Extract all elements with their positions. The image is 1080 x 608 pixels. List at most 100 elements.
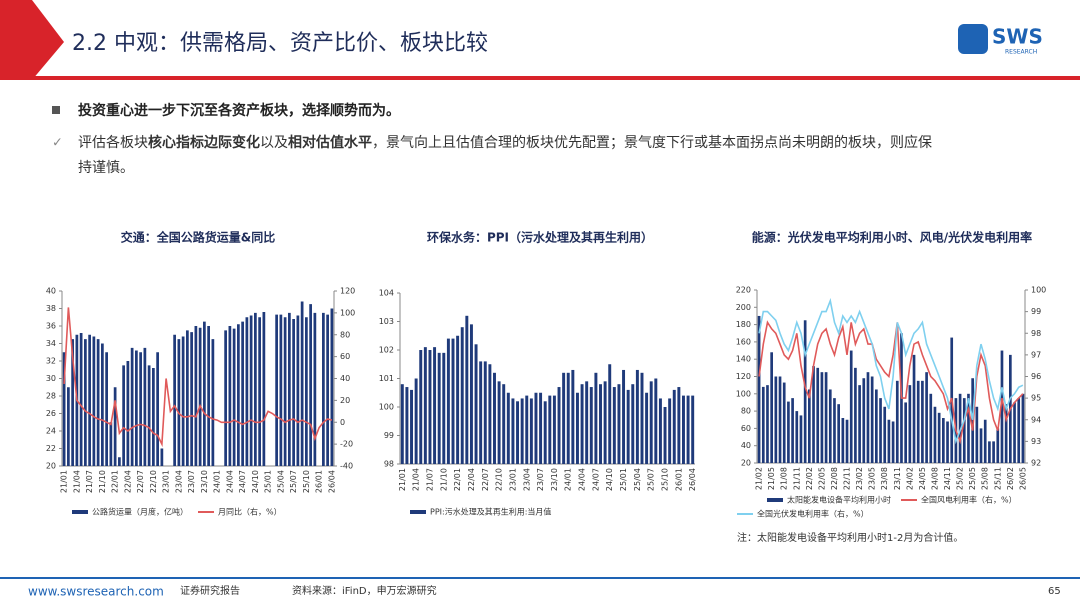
x-tick-label: 22/04: [467, 468, 476, 491]
x-tick-label: 24/07: [238, 470, 247, 493]
x-tick-label: 24/10: [251, 470, 260, 493]
bar: [497, 381, 501, 464]
bar: [958, 393, 962, 463]
bar: [451, 338, 455, 464]
y-tick-label: 100: [379, 403, 394, 412]
bar: [908, 385, 912, 463]
bar: [305, 317, 308, 466]
bar: [677, 387, 681, 464]
bar: [296, 315, 300, 466]
bar: [757, 315, 761, 463]
bar: [608, 364, 612, 464]
bar: [322, 312, 325, 466]
x-tick-label: 24/05: [918, 467, 927, 490]
bar: [603, 381, 607, 464]
x-tick-label: 22/01: [111, 470, 120, 493]
bar: [516, 401, 520, 464]
bar: [766, 385, 769, 463]
x-tick-label: 21/01: [398, 468, 407, 491]
y-tick-label: 24: [46, 427, 56, 436]
bar: [841, 418, 845, 463]
bar: [562, 372, 566, 464]
bar: [996, 428, 1000, 463]
legend-label: PPI:污水处理及其再生利用:当月值: [430, 507, 551, 517]
bar: [190, 332, 193, 466]
bar: [258, 317, 261, 466]
footer-site: www.swsresearch.com: [28, 585, 164, 599]
bar: [761, 386, 765, 463]
bar: [929, 393, 933, 463]
bar: [428, 350, 432, 464]
legend-swatch: [767, 498, 783, 502]
bar: [904, 402, 907, 463]
bar: [275, 314, 278, 466]
x-tick-label: 26/04: [327, 470, 336, 493]
legend-label: 公路货运量（月度，亿吨）: [92, 507, 188, 517]
x-tick-label: 23/05: [868, 467, 877, 490]
bar: [405, 387, 409, 464]
bar: [135, 350, 138, 466]
bar: [816, 367, 820, 463]
bar: [228, 326, 232, 466]
x-tick-label: 23/11: [893, 467, 902, 490]
x-tick-label: 24/11: [943, 467, 952, 490]
logo-sub: RESEARCH: [1005, 49, 1037, 56]
bar: [113, 387, 117, 466]
y-tick-label: 60: [741, 424, 751, 433]
bar: [520, 398, 524, 464]
bar: [992, 441, 995, 463]
bar: [795, 411, 799, 463]
bar: [410, 389, 413, 464]
header-accent: [0, 0, 64, 80]
bar: [548, 395, 552, 464]
x-tick-label: 25/01: [264, 470, 273, 493]
y-tick-label: 160: [736, 337, 751, 346]
bar: [612, 387, 616, 464]
bar: [207, 326, 210, 466]
x-tick-label: 21/10: [98, 470, 107, 493]
x-tick-label: 21/01: [60, 470, 69, 493]
bar: [502, 384, 506, 464]
bar: [983, 419, 987, 463]
x-tick-label: 25/11: [993, 467, 1002, 490]
x-tick-label: 26/01: [674, 468, 683, 491]
bar: [774, 376, 778, 463]
bar: [506, 392, 510, 464]
bar: [575, 392, 579, 464]
bar: [1004, 404, 1008, 463]
bar: [672, 389, 676, 464]
y2-tick-label: 98: [1031, 329, 1041, 338]
bar: [203, 321, 206, 466]
bar: [1017, 398, 1021, 463]
y2-tick-label: 94: [1031, 415, 1041, 424]
chart-title: 环保水务：PPI（污水处理及其再生利用）: [427, 230, 653, 245]
bar: [313, 312, 317, 466]
bar: [186, 330, 189, 466]
footer-page: 65: [1048, 586, 1061, 597]
bar: [419, 350, 423, 464]
bar: [617, 384, 621, 464]
bar: [79, 333, 83, 466]
bar: [686, 395, 690, 464]
bar: [967, 393, 970, 463]
bar: [194, 326, 198, 466]
bar: [241, 321, 244, 466]
bar: [160, 448, 164, 466]
bar: [71, 339, 74, 466]
bar: [414, 378, 418, 464]
bar: [433, 347, 437, 464]
bar: [96, 339, 100, 466]
bar: [283, 317, 287, 466]
y-tick-label: 103: [379, 317, 394, 326]
y-tick-label: 140: [736, 355, 751, 364]
bar: [446, 338, 450, 464]
y-tick-label: 22: [46, 444, 56, 453]
page-title: 2.2 中观：供需格局、资产比价、板块比较: [72, 31, 488, 56]
bar: [173, 334, 176, 466]
bar: [833, 398, 836, 463]
bar: [933, 406, 937, 463]
bar: [895, 380, 899, 463]
footer-kind: 证券研究报告: [180, 584, 240, 597]
line: [758, 297, 1024, 445]
y-tick-label: 99: [384, 431, 394, 440]
